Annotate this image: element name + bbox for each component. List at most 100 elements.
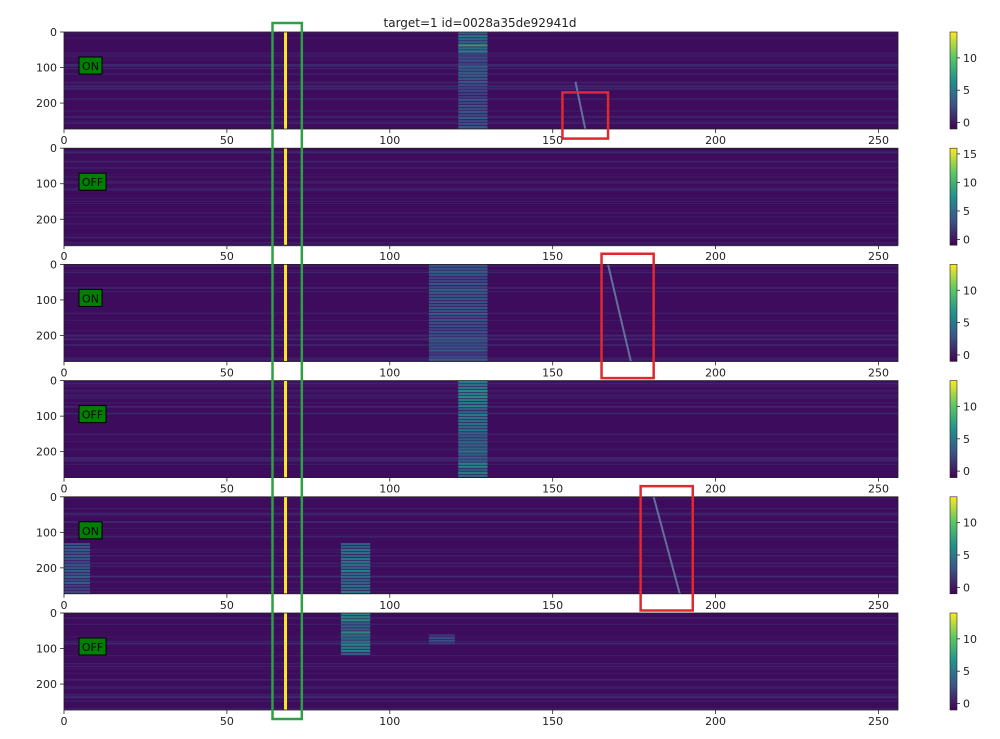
bright-band	[340, 578, 371, 582]
colorbar-tick-label: 10	[963, 52, 977, 65]
x-tick-label: 250	[868, 599, 889, 612]
noise-streak	[64, 216, 898, 218]
axes-frame	[63, 263, 899, 362]
y-tick-label: 200	[36, 329, 57, 342]
colorbar-tick-label: 0	[963, 117, 970, 130]
x-tick-label: 50	[220, 366, 234, 379]
bright-band	[458, 420, 488, 423]
noise-streak	[64, 515, 898, 517]
bright-band	[458, 413, 488, 417]
bright-band	[458, 432, 488, 435]
bright-band	[64, 578, 91, 582]
bright-band	[458, 410, 488, 414]
y-tick-label: 100	[36, 410, 57, 423]
x-tick-label: 150	[542, 134, 563, 147]
noise-streak	[64, 166, 898, 168]
bright-band	[428, 318, 488, 322]
noise-streak	[64, 562, 898, 564]
bright-band	[458, 426, 488, 429]
x-tick-label: 50	[220, 599, 234, 612]
bright-band	[340, 634, 371, 637]
bright-band	[458, 459, 488, 462]
bright-band	[458, 101, 488, 105]
bright-band	[458, 47, 488, 50]
bright-band	[428, 309, 488, 313]
bright-band	[428, 264, 488, 267]
x-tick-label: 50	[220, 715, 234, 728]
bright-band	[340, 542, 371, 546]
noise-streak	[64, 551, 898, 553]
colorbar	[949, 612, 958, 711]
observation-label-box	[78, 172, 107, 191]
bright-band	[458, 53, 488, 56]
red-highlight-box	[561, 91, 610, 140]
noise-streak	[64, 708, 898, 710]
y-tick-label: 0	[50, 375, 57, 388]
noise-streak	[64, 652, 898, 654]
colorbar	[949, 31, 958, 130]
bright-band	[340, 548, 371, 552]
bright-band	[458, 438, 488, 441]
bright-band	[428, 297, 488, 301]
noise-streak	[64, 686, 898, 688]
bright-band	[64, 587, 91, 591]
panel-background	[64, 496, 898, 594]
bright-band	[458, 122, 488, 126]
bright-band	[458, 125, 488, 129]
noise-streak	[64, 512, 898, 515]
noise-streak	[64, 640, 898, 642]
bright-band	[340, 613, 371, 616]
bright-band	[428, 642, 455, 645]
noise-streak	[64, 73, 898, 75]
observation-label: ON	[82, 525, 99, 538]
observation-label-box	[78, 288, 103, 307]
x-tick-label: 200	[705, 715, 726, 728]
noise-streak	[64, 382, 898, 385]
noise-streak	[64, 513, 898, 516]
colorbar	[949, 147, 958, 246]
bright-band	[64, 572, 91, 576]
bright-band	[340, 646, 371, 649]
x-tick-label: 250	[868, 250, 889, 263]
observation-label: OFF	[82, 409, 103, 422]
noise-streak	[64, 187, 898, 190]
bright-band	[458, 95, 488, 99]
bright-band	[340, 625, 371, 628]
noise-streak	[64, 188, 898, 190]
colorbar-tick-label: 5	[963, 665, 970, 678]
bright-band	[428, 303, 488, 307]
colorbar-tick-label: 0	[963, 465, 970, 478]
bright-band	[64, 551, 91, 555]
bright-band	[64, 563, 91, 567]
noise-streak	[64, 182, 898, 184]
bright-band	[428, 279, 488, 282]
noise-streak	[64, 636, 898, 638]
bright-band	[428, 352, 488, 355]
bright-band	[340, 551, 371, 555]
noise-streak	[64, 52, 898, 54]
noise-streak	[64, 534, 898, 536]
noise-streak	[64, 221, 898, 222]
bright-band	[458, 74, 488, 77]
noise-streak	[64, 159, 898, 161]
noise-streak	[64, 672, 898, 674]
noise-streak	[64, 237, 898, 239]
observation-label-box	[78, 637, 107, 656]
noise-streak	[64, 176, 898, 178]
bright-band	[458, 450, 488, 453]
bright-band	[428, 358, 488, 361]
bright-band	[458, 398, 488, 402]
y-tick-label: 100	[36, 62, 57, 75]
bright-band	[340, 631, 371, 634]
bright-band	[428, 321, 488, 325]
bright-band	[458, 68, 488, 71]
y-tick-label: 0	[50, 258, 57, 271]
bright-band	[64, 569, 91, 573]
y-tick-label: 200	[36, 678, 57, 691]
noise-streak	[64, 617, 898, 619]
noise-streak	[64, 357, 898, 360]
colorbar-tick-label: 5	[963, 549, 970, 562]
panel-2: 0 100 200 0 50 100 150 200 250 OFF 0 5 10 15	[36, 142, 977, 263]
bright-band	[64, 542, 91, 546]
